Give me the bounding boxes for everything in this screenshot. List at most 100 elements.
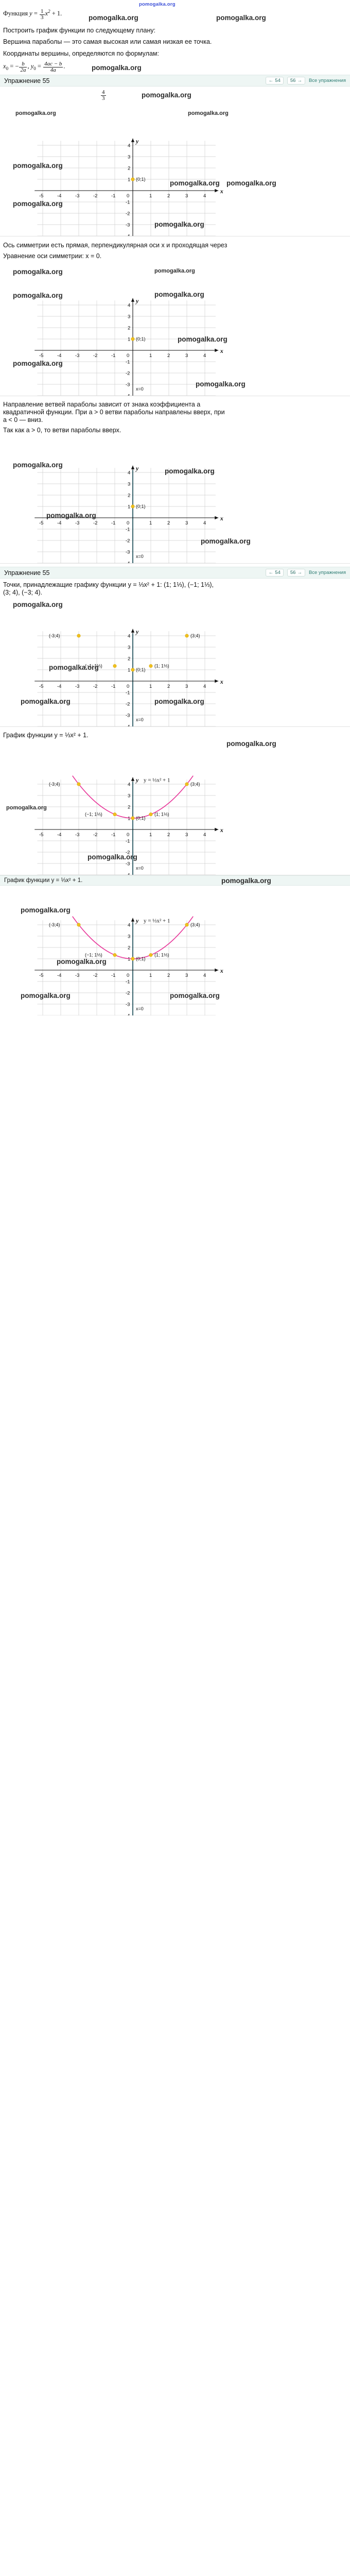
svg-text:-4: -4	[57, 353, 61, 359]
final-graph-parabola: xy-5-4-3-2-1012344321-1-2-3-4(0;1)(-3;4)…	[34, 916, 223, 1016]
fraction-denominator: 3	[40, 14, 45, 21]
svg-text:-4: -4	[57, 520, 61, 526]
svg-text:-4: -4	[126, 724, 130, 727]
svg-text:-5: -5	[39, 684, 43, 689]
svg-text:-4: -4	[57, 684, 61, 689]
svg-text:(1; 1⅓): (1; 1⅓)	[154, 953, 169, 958]
svg-text:-2: -2	[126, 371, 130, 377]
plan-line: Построить график функции по следующему п…	[3, 27, 156, 35]
prev-exercise-button-1[interactable]: ← 54	[265, 77, 284, 85]
svg-text:-4: -4	[57, 832, 61, 838]
svg-text:4: 4	[128, 923, 130, 928]
svg-text:-2: -2	[126, 991, 130, 996]
branches-line-2: квадратичной функции. При a > 0 ветви па…	[3, 409, 225, 416]
right-arrow-icon: →	[297, 78, 302, 84]
svg-text:2: 2	[167, 520, 170, 526]
svg-text:-3: -3	[75, 520, 79, 526]
badge-denominator: 3	[101, 95, 106, 102]
svg-text:4: 4	[128, 782, 130, 788]
svg-text:3: 3	[128, 645, 130, 651]
svg-text:1: 1	[128, 177, 130, 183]
svg-text:4: 4	[203, 684, 206, 689]
svg-text:-4: -4	[126, 561, 130, 564]
discriminant-fraction: 4ac − b 4a	[43, 61, 63, 73]
svg-text:-1: -1	[126, 527, 130, 533]
svg-text:y: y	[135, 917, 139, 924]
svg-text:3: 3	[128, 934, 130, 940]
figure-symmetry: pomogalka.org pomogalka.org pomogalka.or…	[0, 261, 350, 396]
formula-equals-2: =	[36, 62, 43, 70]
watermark-3: pomogalka.org	[92, 64, 142, 72]
y0-symbol: y	[30, 62, 34, 70]
svg-text:(0;1): (0;1)	[136, 504, 146, 509]
svg-text:-3: -3	[75, 193, 79, 199]
svg-text:2: 2	[167, 832, 170, 838]
exercise-nav-1: ← 54 56 → Все упражнения	[265, 77, 346, 85]
svg-text:-5: -5	[39, 973, 43, 978]
svg-text:(1; 1⅓): (1; 1⅓)	[154, 812, 169, 817]
graph-caption-1: График функции y = ⅓x² + 1.	[3, 732, 89, 739]
svg-text:-2: -2	[93, 684, 97, 689]
svg-text:(0;1): (0;1)	[136, 816, 146, 821]
all-exercises-link-1[interactable]: Все упражнения	[308, 78, 346, 84]
function-exponent: 2	[48, 9, 50, 14]
svg-text:0: 0	[127, 193, 129, 199]
svg-text:4: 4	[128, 470, 130, 476]
svg-text:2: 2	[128, 656, 130, 662]
svg-text:(0;1): (0;1)	[136, 336, 146, 342]
svg-text:3: 3	[185, 684, 188, 689]
svg-text:2: 2	[128, 493, 130, 499]
svg-text:3: 3	[128, 314, 130, 320]
svg-text:-5: -5	[39, 520, 43, 526]
points-line-2: (3; 4), (−3; 4).	[3, 589, 43, 597]
svg-text:-3: -3	[126, 861, 130, 867]
grid-with-plotted-points: xy-5-4-3-2-1012344321-1-2-3-4(0;1)(-3;4)…	[34, 628, 223, 727]
right-arrow-icon-2: →	[297, 570, 302, 576]
prev-exercise-button-2[interactable]: ← 54	[265, 569, 284, 577]
prev-exercise-number-2: 54	[275, 570, 281, 576]
svg-text:3: 3	[185, 973, 188, 978]
function-plus-one: + 1.	[50, 10, 62, 18]
next-exercise-button-2[interactable]: 56 →	[287, 569, 305, 577]
svg-text:-4: -4	[126, 234, 130, 236]
figure-parabola-1: pomogalka.org pomogalka.org pomogalka.or…	[0, 740, 350, 875]
function-statement: Функция y = 1 3 x2 + 1.	[0, 0, 350, 21]
b-over-2a: b 2a	[19, 61, 27, 73]
denominator-2a: 2a	[19, 67, 27, 74]
svg-text:-1: -1	[126, 200, 130, 206]
svg-text:-5: -5	[39, 193, 43, 199]
all-exercises-link-2[interactable]: Все упражнения	[308, 570, 346, 576]
figure-empty-grid: pomogalka.org pomogalka.org pomogalka.or…	[0, 101, 350, 236]
watermark-4: pomogalka.org	[142, 91, 191, 99]
svg-text:x: x	[220, 967, 223, 974]
svg-text:-3: -3	[126, 382, 130, 388]
svg-text:1: 1	[149, 832, 152, 838]
watermark-7: pomogalka.org	[221, 877, 271, 885]
left-arrow-icon-2: ←	[268, 570, 274, 576]
svg-text:0: 0	[127, 520, 129, 526]
svg-text:y = ⅓x² + 1: y = ⅓x² + 1	[144, 918, 170, 924]
svg-text:-3: -3	[75, 684, 79, 689]
axis-symmetry-line-2: Уравнение оси симметрии: x = 0.	[3, 252, 102, 260]
graph-caption-2: График функции y = ⅓x² + 1.	[4, 877, 83, 884]
svg-text:(−1; 1⅓): (−1; 1⅓)	[85, 953, 102, 958]
svg-text:-3: -3	[126, 1002, 130, 1008]
next-exercise-button-1[interactable]: 56 →	[287, 77, 305, 85]
svg-text:(1; 1⅓): (1; 1⅓)	[154, 664, 169, 669]
axis-symmetry-line-1: Ось симметрии есть прямая, перпендикуляр…	[3, 242, 227, 249]
svg-text:-1: -1	[126, 839, 130, 844]
svg-text:-2: -2	[126, 211, 130, 217]
left-arrow-icon: ←	[268, 78, 274, 84]
svg-text:0: 0	[127, 973, 129, 978]
svg-text:-2: -2	[93, 973, 97, 978]
branches-line-1: Направление ветвей параболы зависит от з…	[3, 401, 201, 409]
svg-text:1: 1	[149, 973, 152, 978]
svg-text:-1: -1	[126, 360, 130, 365]
x0-symbol: x	[3, 62, 6, 70]
exercise-title-2: Упражнение 55	[4, 569, 50, 577]
fraction-numerator: 1	[41, 8, 44, 14]
